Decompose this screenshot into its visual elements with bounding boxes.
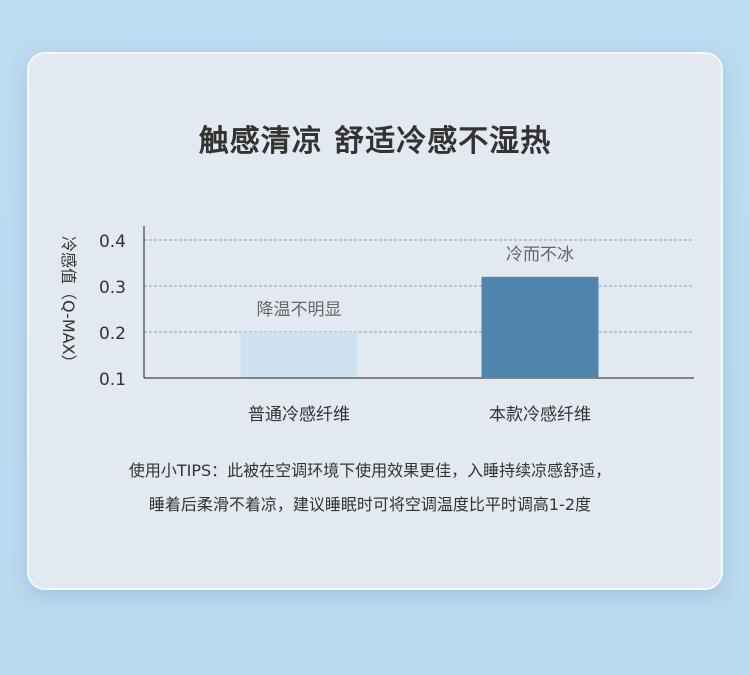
page-title: 触感清凉 舒适冷感不湿热 <box>198 124 552 159</box>
y-axis-label: 冷感值（Q-MAX） <box>59 236 78 371</box>
bar <box>240 332 358 377</box>
y-tick-label: 0.2 <box>99 324 126 344</box>
info-card <box>27 52 723 590</box>
y-tick-label: 0.4 <box>99 232 126 252</box>
tips-line-2: 睡着后柔滑不着凉，建议睡眠时可将空调温度比平时调高1-2度 <box>148 495 592 514</box>
category-label: 普通冷感纤维 <box>248 405 350 425</box>
tips-line-1: 使用小TIPS：此被在空调环境下使用效果更佳，入睡持续凉感舒适， <box>128 461 612 480</box>
bar <box>481 276 599 377</box>
y-tick-label: 0.3 <box>99 278 126 298</box>
category-label: 本款冷感纤维 <box>489 405 591 425</box>
data-label: 降温不明显 <box>257 300 342 320</box>
data-label: 冷而不冰 <box>506 245 574 265</box>
y-tick-label: 0.1 <box>99 370 126 390</box>
